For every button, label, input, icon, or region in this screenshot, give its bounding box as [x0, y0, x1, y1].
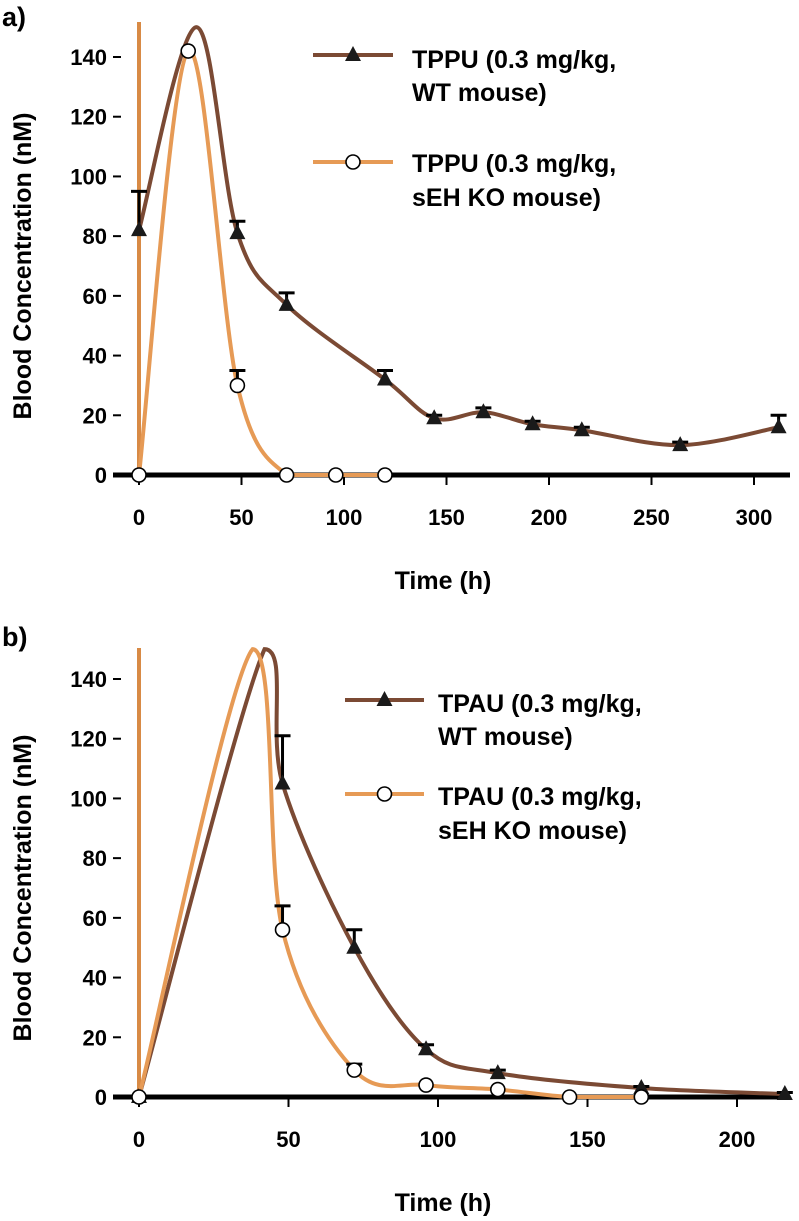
- y-tick-label-b: 60: [83, 906, 107, 931]
- legend-marker-triangle-a: [345, 46, 361, 61]
- y-tick-label-a: 60: [83, 284, 107, 309]
- y-axis-label-b: Blood Concentration (nM): [9, 735, 37, 1042]
- legend-marker-circle-b: [376, 786, 393, 802]
- x-tick-label-a: 250: [633, 505, 670, 530]
- y-tick-label-a: 140: [70, 45, 107, 70]
- data-point-circle-a: [180, 43, 196, 59]
- x-tick-label-a: 150: [428, 505, 465, 530]
- series-line-ko-a: [137, 48, 385, 478]
- y-tick-label-b: 0: [95, 1085, 107, 1110]
- data-point-circle-b: [561, 1089, 578, 1105]
- data-point-circle-b: [274, 921, 291, 938]
- data-point-triangle-b: [776, 1085, 793, 1101]
- data-point-triangle-a: [475, 403, 492, 419]
- legend-label-ko-a-line2: sEH KO mouse): [412, 184, 601, 212]
- data-point-circle-b: [633, 1089, 650, 1105]
- data-point-circle-a: [131, 467, 147, 483]
- y-axis-label-a: Blood Concentration (nM): [9, 113, 37, 420]
- legend-label-ko-b: TPAU (0.3 mg/kg,: [438, 783, 642, 811]
- legend-marker-triangle-b: [376, 691, 393, 706]
- x-axis-label-a: Time (h): [395, 567, 492, 595]
- x-axis-label-b: Time (h): [395, 1189, 492, 1217]
- y-tick-label-a: 0: [95, 463, 107, 488]
- panel-a: a) Blood Concentration (nM) Time (h) TPP…: [2, 2, 790, 595]
- y-tick-label-b: 140: [70, 667, 107, 692]
- data-point-triangle-b: [633, 1079, 650, 1095]
- data-point-triangle-a: [524, 415, 541, 431]
- legend-label-ko-b-line2: sEH KO mouse): [438, 817, 627, 845]
- y-tick-label-a: 80: [83, 224, 107, 249]
- x-tick-label-a: 100: [326, 505, 363, 530]
- legend-a: TPPU (0.3 mg/kg, WT mouse) TPPU (0.3 mg/…: [412, 46, 616, 212]
- data-point-circle-a: [229, 377, 246, 394]
- data-point-circle-b: [418, 1077, 434, 1093]
- data-point-circle-a: [377, 467, 393, 483]
- y-tick-label-a: 40: [83, 344, 107, 369]
- x-tick-label-b: 200: [719, 1127, 756, 1152]
- data-point-circle-b: [131, 1089, 147, 1105]
- data-point-triangle-b: [489, 1064, 506, 1080]
- x-tick-label-b: 150: [569, 1127, 606, 1152]
- legend-label-wt-b-line2: WT mouse): [438, 723, 573, 751]
- panel-label-a: a): [2, 2, 26, 32]
- y-tick-label-b: 20: [83, 1025, 107, 1050]
- legend-marker-circle-a: [345, 154, 361, 170]
- panel-b: b) Blood Concentration (nM) Time (h) TPA…: [2, 622, 793, 1217]
- legend-label-ko-a: TPPU (0.3 mg/kg,: [412, 150, 616, 178]
- data-point-triangle-a: [573, 421, 590, 437]
- data-point-triangle-a: [672, 436, 689, 452]
- data-point-triangle-b: [274, 774, 291, 790]
- y-tick-label-a: 20: [83, 403, 107, 428]
- data-point-circle-a: [327, 467, 344, 483]
- data-point-triangle-a: [278, 295, 295, 311]
- x-tick-label-b: 100: [420, 1127, 457, 1152]
- y-tick-label-a: 100: [70, 164, 107, 189]
- x-tick-label-a: 0: [133, 505, 145, 530]
- x-tick-label-a: 50: [229, 505, 253, 530]
- data-point-triangle-b: [346, 938, 363, 954]
- y-tick-label-b: 120: [70, 727, 107, 752]
- data-point-triangle-a: [770, 418, 787, 434]
- legend-label-wt-b: TPAU (0.3 mg/kg,: [438, 690, 642, 718]
- y-tick-label-a: 120: [70, 105, 107, 130]
- x-tick-label-b: 50: [276, 1127, 300, 1152]
- x-tick-label-a: 200: [531, 505, 568, 530]
- legend-b: TPAU (0.3 mg/kg, WT mouse) TPAU (0.3 mg/…: [438, 690, 642, 845]
- data-point-triangle-a: [131, 221, 147, 237]
- y-tick-label-b: 80: [83, 846, 107, 871]
- y-tick-label-b: 40: [83, 966, 107, 991]
- data-point-triangle-a: [229, 224, 246, 240]
- data-point-triangle-a: [426, 409, 443, 425]
- series-line-ko-b: [137, 647, 642, 1099]
- data-point-circle-b: [489, 1081, 506, 1098]
- data-point-triangle-a: [377, 370, 393, 386]
- panel-label-b: b): [2, 622, 27, 652]
- data-point-circle-b: [346, 1062, 363, 1078]
- x-tick-label-b: 0: [133, 1127, 145, 1152]
- x-tick-label-a: 300: [736, 505, 773, 530]
- legend-label-wt-a-line2: WT mouse): [412, 79, 547, 107]
- legend-label-wt-a: TPPU (0.3 mg/kg,: [412, 46, 616, 74]
- data-point-circle-a: [278, 467, 295, 483]
- series-line-wt-a: [137, 25, 779, 448]
- y-tick-label-b: 100: [70, 786, 107, 811]
- data-point-triangle-b: [418, 1040, 435, 1056]
